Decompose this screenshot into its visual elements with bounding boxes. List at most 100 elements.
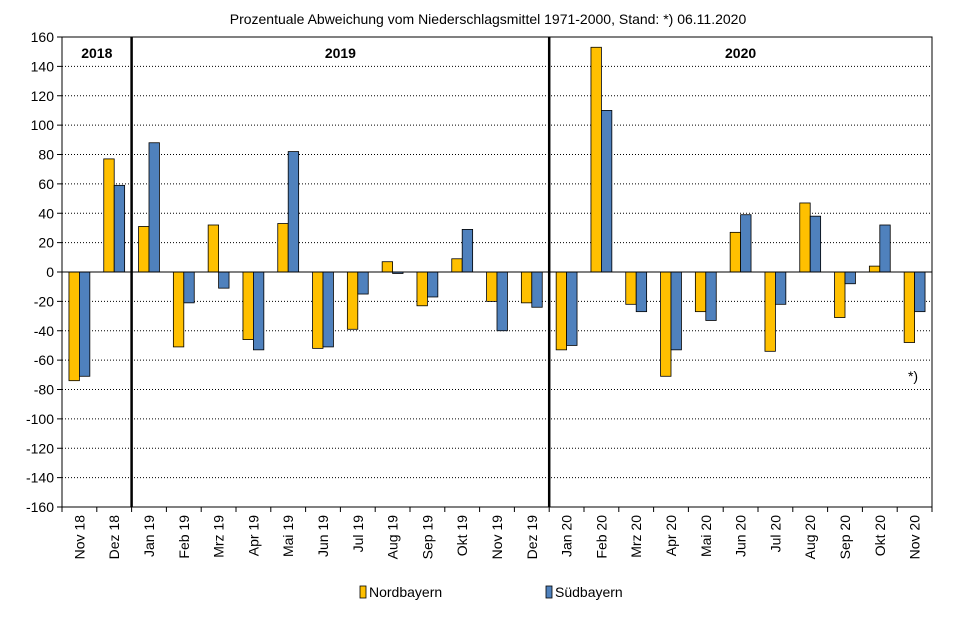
bar-nordbayern [660, 271, 672, 377]
bar-südbayern [705, 271, 717, 321]
bar-nordbayern [416, 271, 428, 307]
x-tick-label: Okt 19 [454, 515, 470, 556]
y-tick-label: -160 [26, 499, 54, 515]
x-tick-label: Sep 19 [419, 515, 435, 560]
y-tick-label: 100 [31, 117, 55, 133]
bar-südbayern [79, 271, 91, 377]
bar-nordbayern [694, 271, 707, 313]
bar-südbayern [566, 271, 578, 346]
x-tick-label: Nov 20 [907, 515, 923, 560]
x-tick-label: Mrz 20 [628, 515, 644, 558]
y-tick-label: -60 [34, 352, 54, 368]
axes [57, 36, 933, 512]
bar-nordbayern [764, 271, 776, 352]
bar-südbayern [809, 215, 822, 273]
bar-südbayern [218, 271, 230, 289]
year-label: 2018 [81, 45, 112, 61]
bar-südbayern [496, 271, 508, 332]
x-tick-label: Feb 20 [593, 515, 609, 559]
bar-nordbayern [242, 271, 254, 340]
x-tick-label: Jan 19 [141, 515, 157, 557]
y-tick-label: 140 [31, 58, 55, 74]
bar-südbayern [740, 214, 752, 273]
bar-nordbayern [625, 271, 637, 305]
bar-südbayern [461, 229, 474, 273]
x-tick-label: Nov 19 [489, 515, 505, 560]
legend-label: Südbayern [555, 584, 623, 600]
bar-südbayern [322, 271, 334, 348]
bar-nordbayern [68, 271, 80, 382]
labels: 160 140 120 100 80 60 40 20 0 -20 -40 -60 -80 -100 -12… [26, 29, 923, 559]
y-tick-label: 80 [38, 147, 54, 163]
bar-südbayern [287, 151, 300, 273]
legend: Nordbayern Südbayern [359, 584, 623, 600]
bar-nordbayern [277, 223, 289, 273]
x-tick-label: Aug 19 [385, 515, 401, 560]
x-tick-label: Apr 19 [245, 515, 261, 556]
y-tick-label: -20 [34, 293, 54, 309]
bar-südbayern [914, 271, 926, 313]
x-tick-label: Dez 18 [106, 515, 122, 560]
footnote-marker: *) [908, 368, 918, 384]
legend-swatch [545, 585, 553, 599]
bar-südbayern [844, 271, 856, 285]
x-tick-label: Mrz 19 [211, 515, 227, 558]
bar-südbayern [531, 271, 543, 308]
y-tick-label: 60 [38, 176, 54, 192]
bar-südbayern [775, 271, 787, 305]
y-tick-label: -40 [34, 323, 54, 339]
y-tick-label: -100 [26, 411, 54, 427]
bar-nordbayern [486, 271, 498, 302]
y-tick-label: -140 [26, 470, 54, 486]
x-tick-label: Dez 19 [524, 515, 540, 560]
bar-nordbayern [172, 271, 185, 348]
x-tick-label: Jun 20 [733, 515, 749, 557]
bar-südbayern [252, 271, 265, 351]
plot-border [61, 36, 933, 508]
bar-südbayern [357, 271, 369, 295]
bar-nordbayern [834, 271, 846, 318]
x-tick-label: Mai 19 [280, 515, 296, 557]
x-tick-label: Jun 19 [315, 515, 331, 557]
legend-label: Nordbayern [369, 584, 442, 600]
bar-südbayern [426, 271, 439, 298]
x-tick-label: Aug 20 [802, 515, 818, 560]
x-tick-label: Sep 20 [837, 515, 853, 560]
bar-nordbayern [729, 231, 741, 273]
year-label: 2020 [725, 45, 756, 61]
x-tick-label: Jan 20 [559, 515, 575, 557]
legend-swatch [359, 585, 367, 599]
x-tick-label: Okt 20 [872, 515, 888, 556]
bar-südbayern [601, 110, 613, 273]
year-label: 2019 [325, 45, 356, 61]
bar-nordbayern [346, 271, 359, 330]
bar-nordbayern [103, 158, 115, 273]
bar-südbayern [148, 142, 160, 273]
y-tick-label: 120 [31, 88, 55, 104]
bar-nordbayern [868, 265, 881, 273]
bar-südbayern [113, 184, 126, 273]
bar-südbayern [879, 224, 891, 273]
y-tick-label: -80 [34, 382, 54, 398]
bar-nordbayern [903, 271, 915, 343]
bar-nordbayern [312, 271, 324, 349]
y-tick-label: 0 [46, 264, 54, 280]
bar-südbayern [635, 271, 648, 313]
bar-nordbayern [207, 224, 220, 273]
x-tick-label: Jul 19 [350, 515, 366, 553]
x-tick-label: Nov 18 [71, 515, 87, 560]
bar-nordbayern [590, 46, 602, 273]
bar-nordbayern [138, 226, 150, 273]
bar-nordbayern [520, 271, 533, 304]
bar-nordbayern [451, 258, 463, 273]
bar-nordbayern [555, 271, 567, 351]
y-tick-label: 160 [31, 29, 55, 45]
y-tick-label: -120 [26, 440, 54, 456]
y-tick-label: 20 [38, 235, 54, 251]
x-tick-label: Feb 19 [176, 515, 192, 559]
bar-nordbayern [799, 202, 811, 273]
x-tick-label: Mai 20 [698, 515, 714, 557]
bar-südbayern [670, 271, 682, 351]
